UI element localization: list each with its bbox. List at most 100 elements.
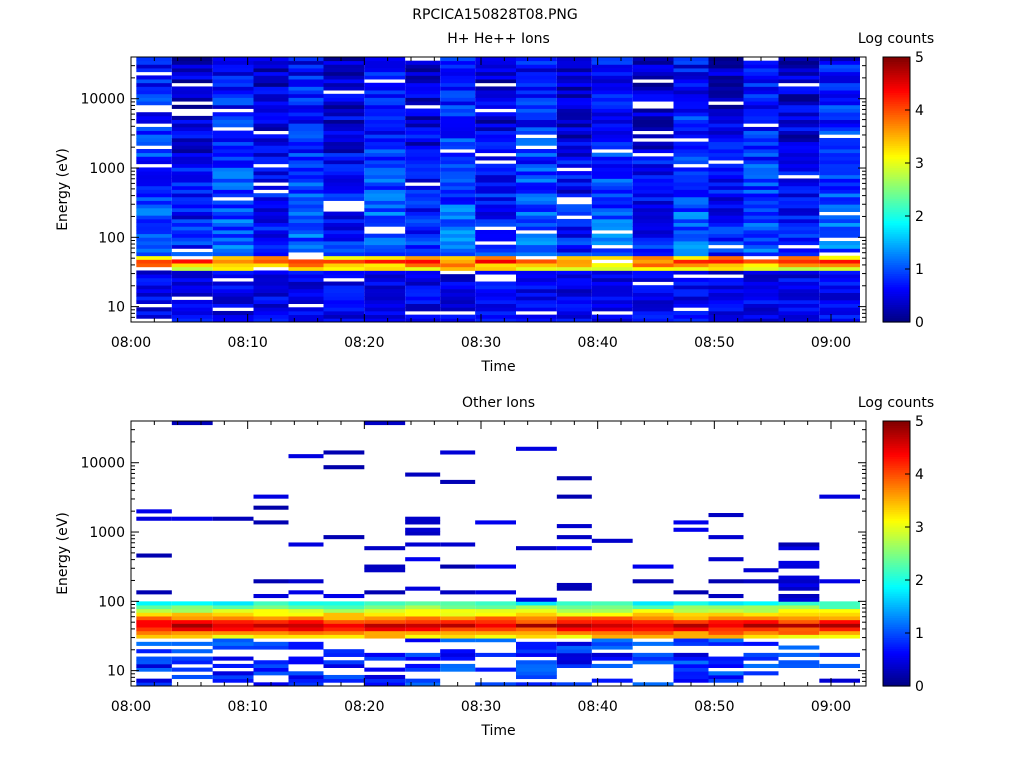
heatmap-cell — [516, 546, 557, 551]
heatmap-cell — [819, 200, 860, 205]
heatmap-cell — [405, 296, 441, 301]
heatmap-cell — [475, 318, 516, 323]
heatmap-cell — [591, 241, 633, 246]
heatmap-cell — [516, 663, 557, 668]
heatmap-cell — [778, 207, 820, 212]
heatmap-cell — [171, 171, 213, 176]
heatmap-cell — [516, 601, 557, 606]
heatmap-cell — [673, 527, 709, 532]
heatmap-cell — [212, 137, 254, 143]
heatmap-cell — [743, 178, 779, 183]
heatmap-cell — [708, 222, 744, 227]
heatmap-cell — [405, 619, 441, 624]
heatmap-cell — [364, 255, 406, 260]
heatmap-cell — [819, 285, 860, 290]
heatmap-cell — [708, 233, 744, 238]
heatmap-cell — [743, 152, 779, 157]
heatmap-cell — [171, 86, 213, 91]
heatmap-cell — [556, 649, 592, 654]
heatmap-cell — [288, 590, 324, 595]
heatmap-cell — [288, 285, 324, 290]
heatmap-cell — [556, 605, 592, 610]
heatmap-cell — [440, 233, 476, 238]
heatmap-cell — [708, 75, 744, 80]
heatmap-cell — [253, 222, 289, 227]
heatmap-cell — [440, 229, 476, 235]
heatmap-cell — [136, 75, 172, 80]
heatmap-cell — [556, 660, 592, 665]
heatmap-cell — [632, 656, 674, 661]
heatmap-cell — [708, 108, 744, 113]
heatmap-cell — [364, 630, 406, 635]
heatmap-cell — [632, 652, 674, 657]
heatmap-cell — [516, 185, 557, 190]
heatmap-cell — [778, 137, 820, 143]
colorbar-segment — [883, 156, 910, 160]
heatmap-cell — [673, 182, 709, 187]
colorbar-segment — [883, 160, 910, 164]
heatmap-cell — [778, 57, 820, 62]
heatmap-cell — [171, 200, 213, 205]
heatmap-cell — [323, 167, 365, 172]
heatmap-cell — [743, 130, 779, 135]
heatmap-cell — [516, 137, 557, 143]
colorbar-segment — [883, 277, 910, 281]
heatmap-cell — [556, 178, 592, 183]
heatmap-cell — [673, 314, 709, 319]
heatmap-cell — [591, 299, 633, 304]
heatmap-cell — [405, 145, 441, 150]
heatmap-cell — [673, 590, 709, 595]
heatmap-cell — [708, 241, 744, 246]
heatmap-cell — [364, 623, 406, 628]
heatmap-cell — [819, 579, 860, 584]
colorbar-tick-label: 4 — [915, 467, 924, 483]
heatmap-cell — [778, 546, 820, 551]
y-tick-label: 10000 — [80, 92, 125, 108]
colorbar-segment — [883, 220, 910, 224]
heatmap-cell — [364, 196, 406, 201]
heatmap-cell — [556, 244, 592, 249]
colorbar-segment — [883, 573, 910, 577]
heatmap-cell — [708, 64, 744, 69]
heatmap-cell — [440, 145, 476, 150]
heatmap-cell — [323, 71, 365, 76]
heatmap-cell — [708, 310, 744, 316]
heatmap-cell — [136, 627, 172, 632]
heatmap-cell — [673, 82, 709, 87]
heatmap-cell — [743, 71, 779, 76]
heatmap-cell — [212, 292, 254, 297]
heatmap-cell — [475, 612, 516, 617]
heatmap-cell — [253, 601, 289, 606]
heatmap-cell — [440, 71, 476, 76]
heatmap-cell — [632, 299, 674, 304]
heatmap-cell — [556, 115, 592, 120]
heatmap-cell — [440, 616, 476, 621]
heatmap-cell — [673, 233, 709, 238]
heatmap-cell — [212, 248, 254, 253]
colorbar-segment — [883, 513, 910, 517]
heatmap-cell — [364, 667, 406, 672]
heatmap-cell — [323, 126, 365, 132]
heatmap-cell — [364, 75, 406, 80]
heatmap-cell — [288, 218, 324, 224]
heatmap-cell — [136, 207, 172, 212]
heatmap-cell — [253, 259, 289, 264]
heatmap-cell — [743, 568, 779, 573]
heatmap-cell — [632, 314, 674, 319]
heatmap-cell — [323, 616, 365, 621]
heatmap-cell — [673, 241, 709, 246]
heatmap-cell — [364, 57, 406, 62]
heatmap-cell — [253, 97, 289, 102]
heatmap-cell — [171, 288, 213, 293]
colorbar-tick-label: 5 — [915, 414, 924, 430]
heatmap-cell — [708, 638, 744, 643]
heatmap-cell — [323, 152, 365, 157]
heatmap-cell — [778, 93, 820, 98]
heatmap-cell — [673, 167, 709, 172]
heatmap-cell — [475, 619, 516, 624]
heatmap-cell — [364, 307, 406, 312]
heatmap-cell — [516, 182, 557, 187]
colorbar-segment — [883, 288, 910, 292]
colorbar-segment — [883, 255, 910, 259]
heatmap-cell — [212, 616, 254, 621]
